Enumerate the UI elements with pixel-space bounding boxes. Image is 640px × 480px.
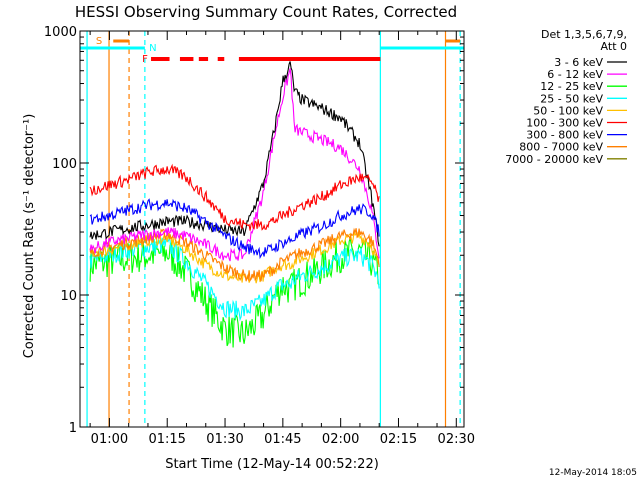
series-line-100-300-kevkev (89, 163, 380, 231)
legend-header-line-1: Det 1,3,5,6,7,9, (541, 28, 627, 41)
series-line-25-50-kevkev (89, 236, 380, 322)
legend-entry-label: 100 - 300 keV (526, 117, 603, 130)
legend-entry-label: 6 - 12 keV (547, 68, 603, 81)
x-tick-label: 02:00 (322, 432, 359, 447)
legend-entry-label: 50 - 100 keV (533, 104, 603, 117)
y-tick-label: 100 (52, 157, 77, 172)
y-tick-labels: 1 10 100 1000 (44, 25, 77, 436)
legend-entry-label: 3 - 6 keV (554, 56, 603, 69)
x-axis-label: Start Time (12-May-14 00:52:22) (165, 457, 379, 472)
y-tick-label: 1000 (44, 25, 77, 40)
saa-marker-label: S (96, 36, 102, 47)
series-line-12-25-kevkev (89, 237, 380, 348)
x-tick-label: 02:15 (380, 432, 417, 447)
night-marker-label: N (149, 43, 156, 54)
x-tick-label: 01:00 (91, 432, 128, 447)
x-tick-label: 01:30 (206, 432, 243, 447)
x-tick-label: 01:45 (264, 432, 301, 447)
flare-marker-label: F (142, 54, 148, 65)
chart-title: HESSI Observing Summary Count Rates, Cor… (75, 3, 457, 21)
series-layer (89, 61, 380, 348)
legend-entry-label: 12 - 25 keV (540, 80, 603, 93)
x-tick-label: 01:15 (148, 432, 185, 447)
y-tick-label: 10 (60, 289, 77, 304)
plot-frame (79, 30, 465, 428)
footer-timestamp: 12-May-2014 18:05 (549, 468, 637, 478)
legend-header-line-2: Att 0 (601, 40, 627, 53)
x-tick-labels: 01:00 01:15 01:30 01:45 02:00 02:15 02:30 (91, 432, 475, 447)
series-line-800-7000-kevkev (89, 227, 380, 283)
axes (79, 30, 465, 428)
legend-entry-label: 800 - 7000 keV (519, 141, 603, 154)
series-line-50-100-kevkev (89, 231, 380, 284)
series-line-300-800-kevkev (89, 198, 380, 260)
legend-entry-label: 25 - 50 keV (540, 92, 603, 105)
observing-markers: S NF (80, 31, 464, 427)
y-axis-label: Corrected Count Rate (s⁻¹ detector⁻¹) (22, 114, 37, 359)
legend-entry-label: 300 - 800 keV (526, 129, 603, 142)
legend-entry-label: 7000 - 20000 keV (505, 153, 603, 166)
series-line-3-6-kevkev (89, 61, 380, 247)
series-line-6-12-kevkev (89, 68, 380, 262)
x-tick-label: 02:30 (438, 432, 475, 447)
y-tick-label: 1 (69, 421, 77, 436)
